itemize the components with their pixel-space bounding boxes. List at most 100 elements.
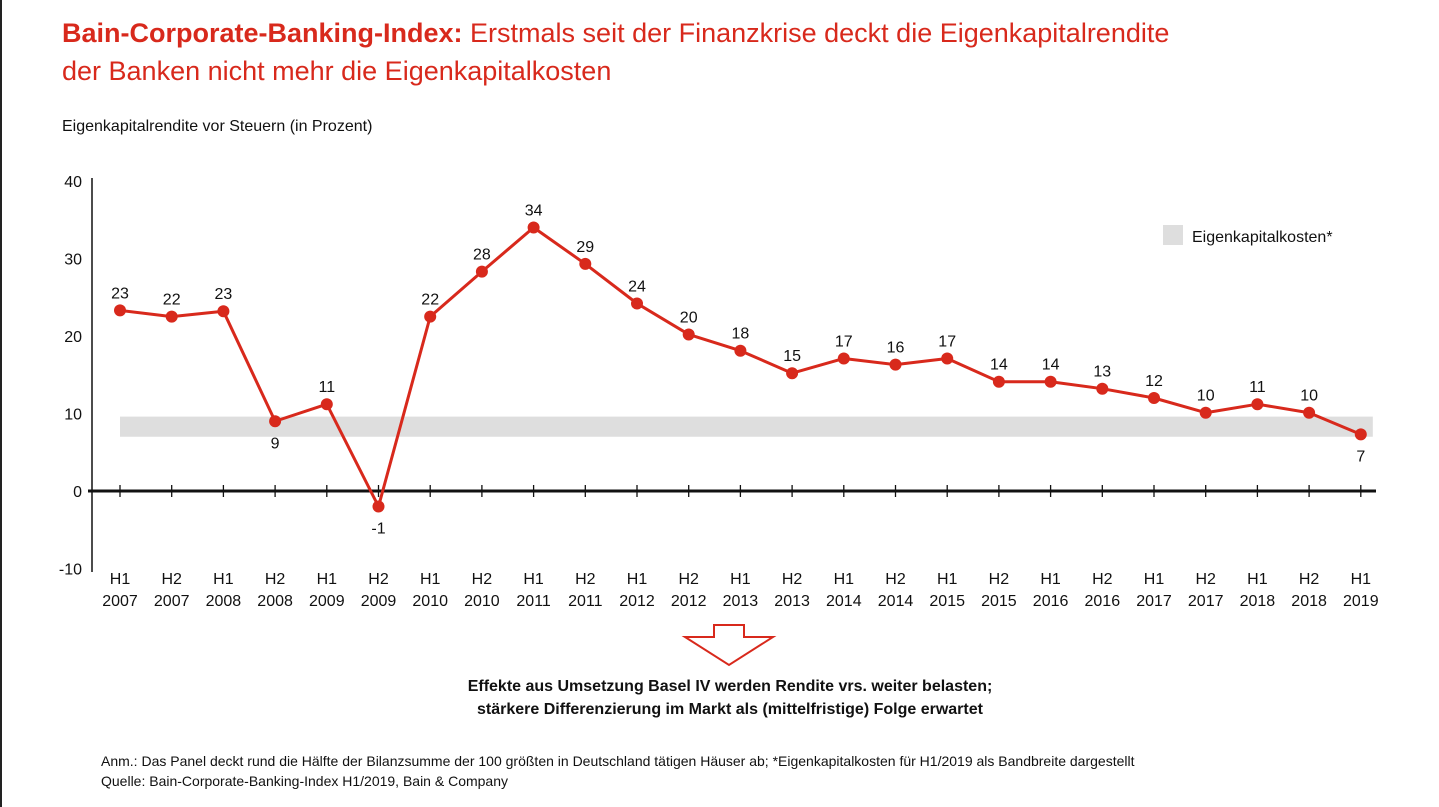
data-label: 11 [1249, 379, 1266, 396]
page-left-border [0, 0, 2, 807]
data-point [889, 358, 902, 371]
callout-line-1: Effekte aus Umsetzung Basel IV werden Re… [467, 678, 993, 695]
callout-text: Effekte aus Umsetzung Basel IV werden Re… [400, 675, 1060, 721]
x-tick-label-year: 2014 [878, 593, 914, 610]
x-tick-label-year: 2016 [1085, 593, 1121, 610]
data-label: 7 [1356, 448, 1365, 465]
x-tick-label-half: H1 [420, 571, 441, 588]
x-tick-label-year: 2018 [1291, 593, 1327, 610]
page-title: Bain-Corporate-Banking-Index: Erstmals s… [62, 14, 1382, 90]
data-point [734, 344, 747, 357]
x-tick-label-half: H2 [885, 571, 906, 588]
x-tick-label-half: H1 [627, 571, 648, 588]
title-line-1-rest: Erstmals seit der Finanzkrise deckt die … [470, 18, 1170, 48]
title-line-2: der Banken nicht mehr die Eigenkapitalko… [62, 56, 612, 86]
x-tick-label-half: H2 [161, 571, 182, 588]
x-tick-label-half: H1 [1351, 571, 1372, 588]
data-label: 24 [628, 278, 646, 295]
x-tick-label-half: H1 [1144, 571, 1165, 588]
x-tick-label-year: 2009 [361, 593, 397, 610]
data-label: 20 [680, 309, 698, 326]
data-point [165, 310, 178, 323]
x-tick-label-year: 2015 [929, 593, 965, 610]
data-point [372, 500, 385, 513]
legend-label: Eigenkapitalkosten* [1192, 229, 1333, 246]
data-label: 15 [783, 348, 801, 365]
x-tick-label-year: 2008 [257, 593, 293, 610]
data-label: 22 [163, 292, 181, 309]
data-point [269, 415, 282, 428]
legend-swatch [1163, 225, 1183, 245]
data-label: 17 [938, 333, 956, 350]
x-tick-label-year: 2012 [671, 593, 707, 610]
y-axis-title: Eigenkapitalrendite vor Steuern (in Proz… [62, 118, 373, 135]
data-label: 22 [421, 292, 439, 309]
data-label: 23 [215, 286, 233, 303]
data-point [1251, 398, 1264, 411]
data-point [1096, 382, 1109, 395]
down-arrow-outline-icon [681, 624, 777, 667]
data-label: 10 [1197, 388, 1215, 405]
data-label: 10 [1300, 388, 1318, 405]
x-tick-label-year: 2010 [412, 593, 448, 610]
x-tick-label-half: H2 [1195, 571, 1216, 588]
callout-line-2: stärkere Differenzierung im Markt als (m… [477, 701, 983, 718]
x-tick-label-half: H1 [110, 571, 131, 588]
data-point [992, 375, 1005, 388]
y-tick-label: 20 [64, 329, 82, 346]
x-tick-label-half: H2 [678, 571, 699, 588]
x-tick-label-year: 2010 [464, 593, 500, 610]
data-label: -1 [371, 521, 385, 538]
x-tick-label-half: H1 [1040, 571, 1061, 588]
data-point [1303, 406, 1316, 419]
data-point [217, 305, 230, 318]
x-tick-label-year: 2011 [568, 593, 603, 610]
data-point [320, 398, 333, 411]
x-tick-label-year: 2014 [826, 593, 862, 610]
data-point [527, 221, 540, 234]
x-tick-label-half: H2 [1299, 571, 1320, 588]
title-bold-prefix: Bain-Corporate-Banking-Index: [62, 18, 463, 48]
data-point [1199, 406, 1212, 419]
data-point [424, 310, 437, 323]
x-tick-label-half: H1 [730, 571, 751, 588]
x-tick-label-year: 2019 [1343, 593, 1379, 610]
x-tick-label-year: 2016 [1033, 593, 1069, 610]
data-point [941, 352, 954, 365]
y-tick-label: 10 [64, 407, 82, 424]
x-tick-label-half: H2 [368, 571, 389, 588]
data-point [837, 352, 850, 365]
x-tick-label-year: 2013 [774, 593, 810, 610]
y-tick-label: -10 [59, 562, 82, 579]
footnote-source: Quelle: Bain-Corporate-Banking-Index H1/… [101, 773, 509, 789]
x-tick-label-half: H1 [317, 571, 338, 588]
x-tick-label-half: H1 [213, 571, 234, 588]
x-tick-label-year: 2009 [309, 593, 345, 610]
data-label: 9 [271, 435, 280, 452]
y-tick-label: 0 [73, 484, 82, 501]
x-tick-label-year: 2007 [102, 593, 138, 610]
data-label: 18 [732, 326, 750, 343]
x-tick-label-half: H2 [575, 571, 596, 588]
x-tick-label-year: 2018 [1240, 593, 1276, 610]
x-tick-label-half: H2 [472, 571, 493, 588]
cost-of-equity-band [120, 416, 1373, 437]
x-tick-label-year: 2017 [1136, 593, 1172, 610]
x-tick-label-half: H1 [1247, 571, 1268, 588]
data-point [1354, 428, 1367, 441]
footnotes: Anm.: Das Panel deckt rund die Hälfte de… [101, 751, 1134, 791]
data-label: 16 [887, 340, 905, 357]
data-label: 17 [835, 333, 853, 350]
x-tick-label-half: H1 [523, 571, 544, 588]
data-label: 14 [1042, 357, 1060, 374]
data-label: 11 [318, 379, 335, 396]
data-point [631, 297, 643, 310]
data-label: 13 [1093, 364, 1111, 381]
x-tick-label-half: H1 [937, 571, 958, 588]
data-point [579, 257, 592, 270]
data-point [475, 265, 488, 278]
x-tick-label-year: 2012 [619, 593, 655, 610]
x-tick-label-year: 2008 [206, 593, 242, 610]
x-tick-label-half: H2 [1092, 571, 1113, 588]
x-tick-label-year: 2017 [1188, 593, 1224, 610]
